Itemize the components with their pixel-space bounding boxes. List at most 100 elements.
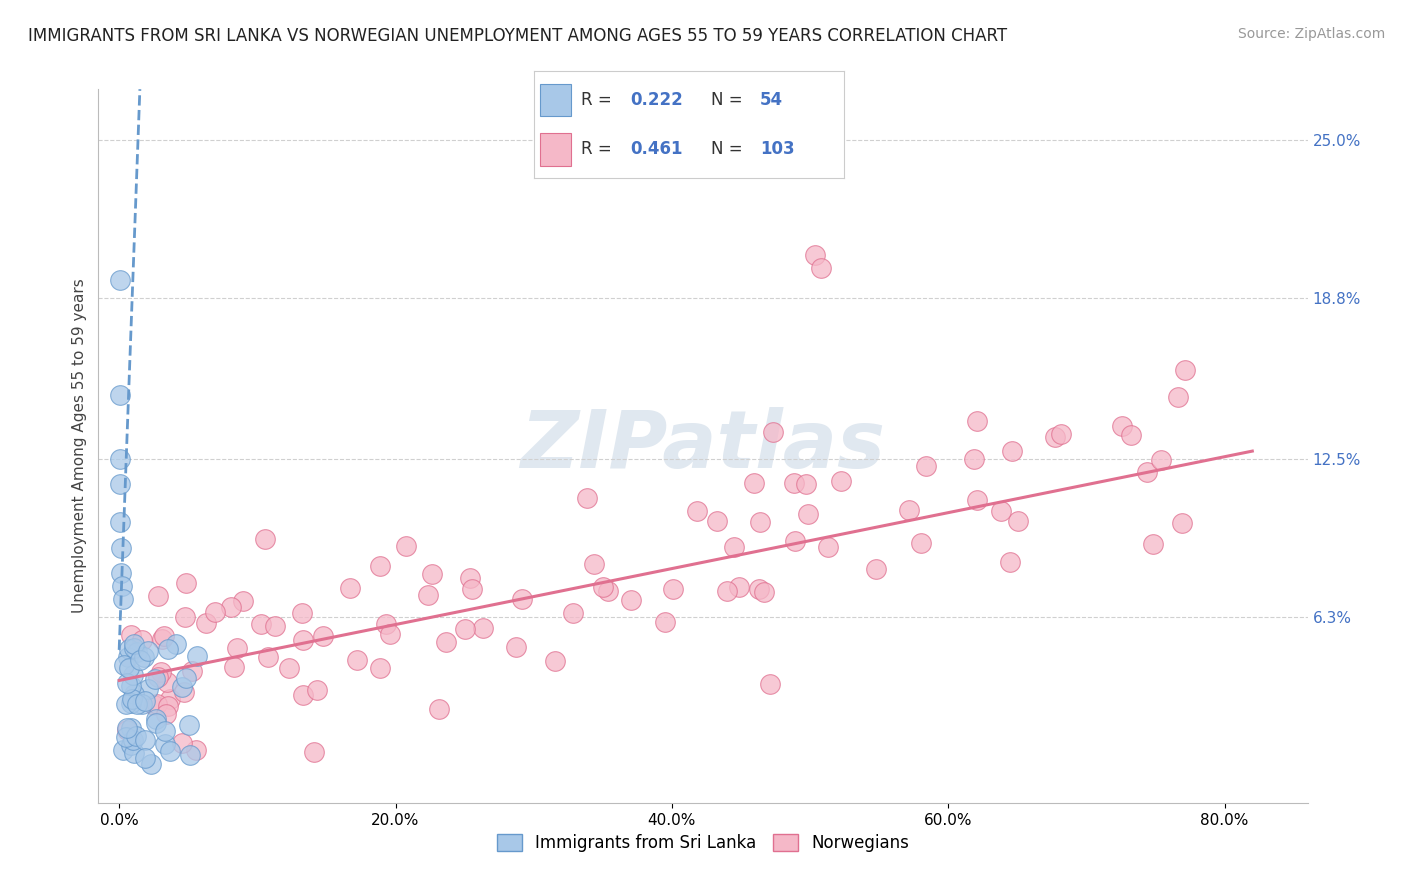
Bar (540, 84, 571, 116)
Point (179, 748, 201, 763)
Point (121, 692, 143, 706)
Point (108, 477, 131, 491)
Point (250, 616, 273, 631)
Text: IMMIGRANTS FROM SRI LANKA VS NORWEGIAN UNEMPLOYMENT AMONG AGES 55 TO 59 YEARS CO: IMMIGRANTS FROM SRI LANKA VS NORWEGIAN U… (28, 27, 1007, 45)
Point (181, 665, 204, 679)
Point (110, 566, 132, 581)
Y-axis label: Unemployment Among Ages 55 to 59 years: Unemployment Among Ages 55 to 59 years (72, 278, 87, 614)
Point (662, 582, 685, 596)
Text: 103: 103 (761, 141, 794, 159)
Point (110, 516, 132, 530)
Point (748, 582, 770, 596)
Point (232, 594, 254, 608)
Point (138, 681, 160, 696)
Point (124, 746, 146, 760)
Point (132, 649, 155, 664)
Point (145, 712, 167, 726)
Point (998, 555, 1021, 569)
Point (170, 680, 193, 694)
Point (131, 697, 153, 711)
Point (797, 508, 820, 522)
Point (744, 475, 766, 490)
Point (115, 730, 138, 744)
Point (108, 451, 131, 466)
Point (150, 632, 173, 646)
Point (686, 504, 709, 518)
Point (159, 744, 181, 758)
Point (114, 697, 136, 711)
Point (368, 660, 391, 674)
Point (1136, 465, 1159, 479)
Point (157, 698, 180, 713)
Point (378, 627, 401, 641)
Point (966, 492, 988, 507)
Point (125, 729, 148, 743)
Point (346, 653, 368, 667)
Point (420, 567, 443, 582)
Point (118, 641, 141, 656)
Point (1007, 514, 1029, 528)
Point (186, 743, 208, 757)
Text: N =: N = (710, 141, 748, 159)
Point (170, 736, 193, 750)
Point (173, 610, 195, 624)
Point (453, 622, 475, 636)
Point (112, 657, 135, 672)
Point (174, 671, 197, 685)
Point (120, 679, 142, 693)
Point (174, 576, 197, 591)
Point (145, 697, 167, 711)
Point (134, 694, 156, 708)
Point (108, 388, 131, 402)
Text: 0.222: 0.222 (630, 91, 683, 109)
Point (165, 637, 187, 651)
Point (990, 504, 1012, 518)
Point (128, 653, 150, 667)
Point (830, 474, 852, 488)
Point (461, 582, 484, 596)
Text: 0.461: 0.461 (630, 141, 683, 159)
Point (173, 685, 195, 699)
Point (120, 738, 142, 752)
Point (915, 459, 938, 474)
Point (131, 633, 153, 648)
Text: R =: R = (581, 91, 617, 109)
Point (122, 637, 145, 651)
Point (817, 540, 839, 554)
Point (562, 607, 585, 621)
Point (117, 650, 139, 665)
Point (177, 718, 200, 732)
Point (748, 515, 770, 529)
Point (1001, 444, 1024, 458)
Bar (540, 134, 571, 166)
Point (142, 698, 165, 712)
Point (120, 628, 142, 642)
Point (810, 260, 832, 275)
Point (471, 621, 494, 635)
Point (728, 580, 751, 594)
Point (368, 558, 391, 573)
Point (803, 248, 825, 262)
Point (134, 732, 156, 747)
Point (505, 640, 527, 655)
Point (263, 618, 285, 632)
Text: ZIPatlas: ZIPatlas (520, 407, 886, 485)
Point (544, 654, 567, 668)
Point (706, 514, 728, 528)
Point (1119, 428, 1142, 442)
Point (1045, 430, 1067, 444)
Point (305, 683, 328, 698)
Point (122, 641, 145, 656)
Point (117, 721, 139, 735)
Point (122, 668, 145, 682)
Point (1171, 516, 1194, 530)
Point (139, 757, 162, 772)
Point (375, 617, 398, 632)
Point (796, 477, 818, 491)
Point (596, 583, 619, 598)
Point (120, 721, 142, 735)
Point (118, 661, 141, 675)
Point (117, 723, 139, 738)
Point (963, 452, 986, 467)
Point (111, 579, 134, 593)
